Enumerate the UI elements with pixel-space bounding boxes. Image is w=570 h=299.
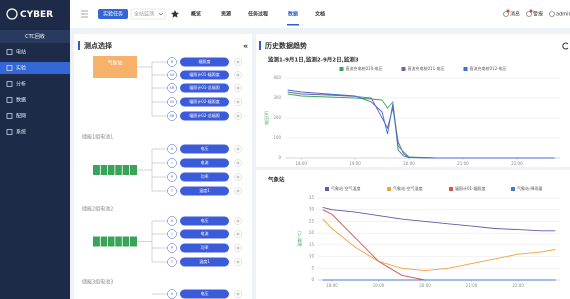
- menu-active: [0, 62, 70, 74]
- legend-swatch[interactable]: [387, 187, 391, 191]
- y-tick-label: 20: [309, 230, 315, 235]
- x-tick-label: 19:00: [349, 161, 361, 166]
- app: CYBER CTC回收 测点选择 « 历史数据趋势 电站实验分析数据配网系统实验…: [0, 0, 570, 299]
- nav-item[interactable]: 文档: [315, 11, 325, 18]
- legend-label[interactable]: 辐照计01-辐照度: [455, 185, 486, 191]
- menu-item[interactable]: 配网: [16, 114, 26, 120]
- title-bar: [259, 41, 261, 50]
- legend-swatch[interactable]: [464, 67, 468, 71]
- device-label: 气象站: [107, 60, 122, 67]
- tag: P: [171, 175, 173, 179]
- tag: I: [171, 161, 172, 165]
- point-name[interactable]: 温度1: [199, 258, 210, 264]
- point-name[interactable]: 电压: [201, 217, 209, 223]
- tab[interactable]: 实验任务: [103, 11, 123, 18]
- nav-item[interactable]: 数据: [288, 11, 298, 18]
- y-tick-label: 35: [309, 195, 315, 200]
- legend-label[interactable]: 气象站-空气温度: [331, 185, 360, 191]
- tag: P: [171, 246, 173, 250]
- menu-item[interactable]: 数据: [16, 97, 26, 104]
- menu-item[interactable]: 电站: [16, 49, 26, 56]
- point-name[interactable]: 辐照度: [199, 58, 211, 64]
- panel-title: 历史数据趋势: [265, 41, 307, 50]
- y-tick-label: 200: [273, 115, 281, 120]
- select-text[interactable]: 全站监测: [134, 11, 154, 18]
- x-tick-label: 18:00: [295, 161, 307, 166]
- group-label: 储能2组电池2: [82, 206, 113, 213]
- tag: SH: [170, 114, 175, 118]
- panel-title: 测点选择: [84, 41, 113, 50]
- point-name[interactable]: 电流: [201, 230, 209, 236]
- y-tick-label: 25: [309, 218, 315, 223]
- tag: SH: [170, 86, 175, 90]
- nav-item[interactable]: 概览: [191, 11, 201, 18]
- legend-label[interactable]: 直流充电桩010-电压: [346, 65, 383, 71]
- sidebar: [0, 0, 70, 299]
- y-tick-label: 100: [273, 135, 281, 140]
- menu-item[interactable]: 实验: [16, 65, 26, 72]
- legend-label[interactable]: 气象站-降雨量: [517, 185, 542, 191]
- x-tick-label: 21:00: [466, 283, 478, 288]
- y-tick-label: 300: [273, 95, 281, 100]
- point-name[interactable]: 功率: [201, 244, 209, 250]
- title-bar: [78, 41, 80, 50]
- logo: CYBER: [20, 10, 53, 20]
- point-name[interactable]: 辐照计01-辐照度: [189, 71, 220, 77]
- y-axis-label: 电压(V): [263, 111, 269, 125]
- point-name[interactable]: 功率: [201, 173, 209, 179]
- group-label: 储能1组电池1: [82, 134, 113, 141]
- point-name[interactable]: 辐照计02-总辐照: [189, 112, 220, 118]
- user-item[interactable]: 消息: [510, 11, 520, 18]
- chart-title: 气象站: [267, 176, 285, 184]
- x-tick-label: 18:00: [326, 283, 338, 288]
- y-tick-label: 400: [273, 75, 281, 80]
- point-name[interactable]: 辐照计01-总辐照: [189, 84, 220, 90]
- subtitle: CTC回收: [25, 33, 45, 40]
- menu-item[interactable]: 分析: [16, 81, 26, 88]
- x-tick-label: 19:00: [373, 283, 385, 288]
- nav-item[interactable]: 资源: [221, 11, 231, 18]
- legend-swatch[interactable]: [449, 187, 453, 191]
- point-name[interactable]: 温度1: [199, 187, 210, 193]
- point-name[interactable]: 电压: [201, 145, 209, 151]
- point-name[interactable]: 辐照计02-辐照度: [189, 98, 220, 104]
- y-tick-label: 10: [309, 254, 315, 259]
- x-tick-label: 22:00: [511, 161, 523, 166]
- y-tick-label: 15: [309, 242, 315, 247]
- legend-label[interactable]: 直流充电桩011-电压: [408, 65, 445, 71]
- legend-swatch[interactable]: [325, 187, 329, 191]
- y-tick-label: 30: [309, 207, 315, 212]
- device: [93, 56, 137, 78]
- legend-swatch[interactable]: [340, 67, 344, 71]
- chart-title: 监测1-9月1日,监测2-9月2日,监测3: [268, 56, 359, 64]
- menu-item[interactable]: 系统: [16, 129, 26, 136]
- y-axis-label: 温度(℃): [296, 231, 302, 247]
- legend-label[interactable]: 直流充电桩012-电压: [470, 65, 507, 71]
- legend-swatch[interactable]: [511, 187, 515, 191]
- legend-swatch[interactable]: [402, 67, 406, 71]
- point-name[interactable]: 电压: [201, 290, 209, 296]
- x-tick-label: 20:00: [419, 283, 431, 288]
- tag: DI: [170, 73, 174, 77]
- nav-underline: [287, 24, 299, 26]
- user-item[interactable]: admin: [556, 12, 570, 18]
- tag: DI: [170, 100, 174, 104]
- collapse[interactable]: «: [243, 42, 248, 51]
- group-label: 储能3组电池3: [82, 279, 113, 286]
- nav-item[interactable]: 任务过程: [247, 11, 268, 18]
- x-tick-label: 22:00: [512, 283, 524, 288]
- point-name[interactable]: 电流: [201, 159, 209, 165]
- x-tick-label: 20:00: [403, 161, 415, 166]
- x-tick-label: 21:00: [457, 161, 469, 166]
- legend-label[interactable]: 气象站-空气湿度: [393, 185, 422, 191]
- tag: I: [171, 232, 172, 236]
- chart-panel: [256, 34, 570, 167]
- user-item[interactable]: 警报: [533, 11, 543, 18]
